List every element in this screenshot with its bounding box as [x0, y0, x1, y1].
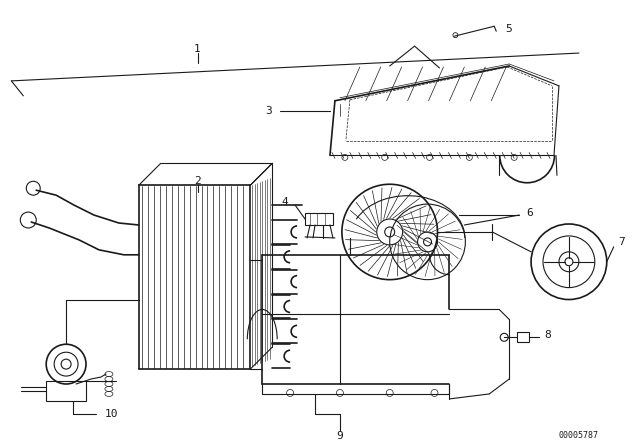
Text: 6: 6 [526, 208, 533, 218]
Text: 9: 9 [337, 431, 343, 441]
Bar [305, 213, 333, 225]
Bar [46, 381, 86, 401]
Text: 1: 1 [194, 44, 201, 54]
Text: 7: 7 [619, 237, 625, 247]
Bar [517, 332, 529, 342]
Text: 10: 10 [105, 409, 118, 419]
Text: 3: 3 [266, 106, 272, 116]
Text: 4: 4 [282, 197, 288, 207]
Text: 8: 8 [544, 330, 551, 340]
Text: 00005787: 00005787 [559, 431, 599, 440]
Text: 2: 2 [194, 176, 201, 186]
Text: 5: 5 [505, 24, 512, 34]
